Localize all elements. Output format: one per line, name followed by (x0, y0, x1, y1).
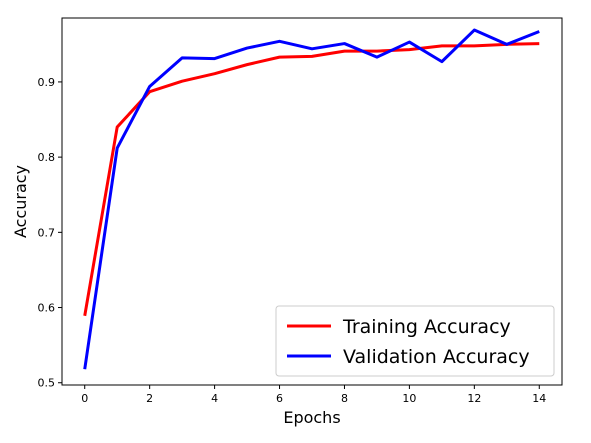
y-tick-label: 0.9 (38, 76, 56, 89)
legend-box (275, 305, 555, 377)
y-tick-label: 0.7 (38, 226, 56, 239)
x-tick-label: 6 (276, 392, 283, 405)
x-tick-label: 0 (81, 392, 88, 405)
x-tick-label: 4 (211, 392, 218, 405)
legend-label: Training Accuracy (342, 316, 511, 338)
x-tick-label: 8 (341, 392, 348, 405)
y-tick-label: 0.6 (38, 302, 56, 315)
y-axis-title: Accuracy (11, 165, 30, 238)
series-line-validation-accuracy (83, 28, 540, 370)
y-tick-label: 0.5 (38, 377, 56, 390)
x-tick-label: 10 (402, 392, 416, 405)
legend: Training Accuracy Validation Accuracy (275, 305, 555, 377)
x-axis-title: Epochs (283, 408, 340, 427)
y-tick-label: 0.8 (38, 151, 56, 164)
series-line-training-accuracy (83, 42, 540, 317)
plot-area (83, 28, 540, 370)
x-tick-label: 14 (532, 392, 546, 405)
x-tick-label: 12 (467, 392, 481, 405)
axes: 0 2 4 6 8 10 12 14 0.5 0.6 0.7 0.8 0.9 Epochs Accuracy (11, 17, 563, 427)
x-tick-label: 2 (146, 392, 153, 405)
legend-label: Validation Accuracy (343, 346, 530, 368)
plot-frame (61, 17, 563, 386)
